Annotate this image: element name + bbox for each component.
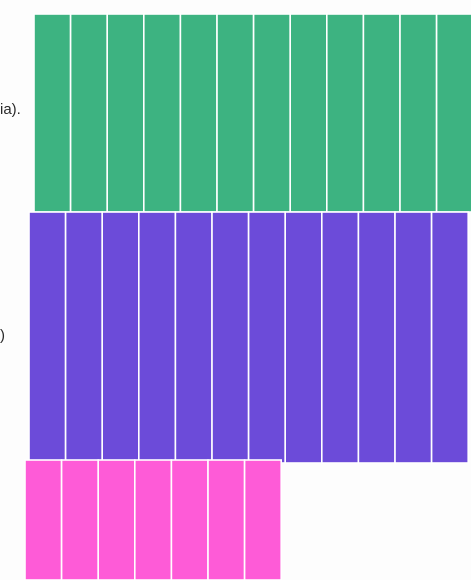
green-row-strip (143, 13, 182, 213)
purple-row-strip (247, 211, 287, 464)
pink-row-strip (134, 459, 173, 580)
purple-row-strip (284, 211, 323, 464)
purple-row-strip (138, 211, 177, 464)
pink-row-strip (60, 459, 99, 580)
green-row-strip (399, 13, 438, 213)
pink-row-strip (170, 459, 209, 580)
green-row-strip (179, 13, 218, 213)
pink-row-strip (97, 459, 136, 580)
pink-row-strip (24, 459, 63, 580)
purple-row-strip (211, 211, 250, 464)
purple-row-strip (430, 211, 470, 464)
cut-off-text-line-2: ) (0, 327, 5, 344)
green-row-strip (216, 13, 255, 213)
green-row-strip (325, 13, 365, 213)
green-row (33, 13, 471, 213)
purple-row-strip (64, 211, 103, 464)
green-row-strip (435, 13, 471, 213)
green-row-strip (362, 13, 401, 213)
pink-row (24, 459, 283, 580)
green-row-strip (33, 13, 72, 213)
purple-row (28, 211, 470, 464)
green-row-strip (106, 13, 145, 213)
purple-row-strip (357, 211, 396, 464)
pink-row-strip (243, 459, 283, 580)
green-row-strip (252, 13, 292, 213)
purple-row-strip (28, 211, 67, 464)
purple-row-strip (101, 211, 140, 464)
purple-row-strip (394, 211, 433, 464)
green-row-strip (69, 13, 108, 213)
pink-row-strip (207, 459, 246, 580)
purple-row-strip (320, 211, 360, 464)
green-row-strip (289, 13, 328, 213)
cut-off-text-line-1: ia). (0, 101, 21, 118)
purple-row-strip (174, 211, 213, 464)
